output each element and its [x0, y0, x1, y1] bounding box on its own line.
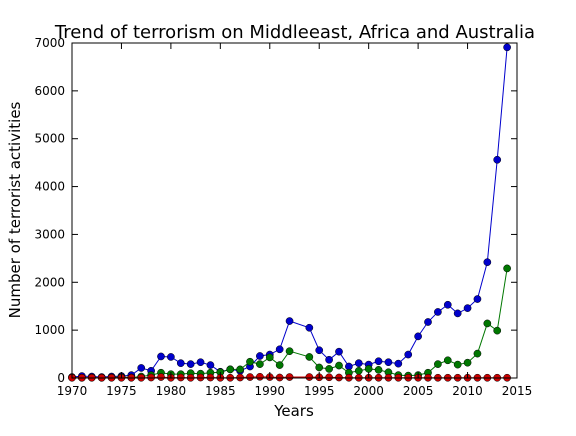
series-0-point	[167, 353, 175, 361]
series-0-point	[256, 352, 264, 360]
series-1-point	[434, 360, 442, 368]
series-1-point	[374, 366, 383, 374]
series-1-point	[305, 353, 314, 361]
series-0-point	[503, 43, 511, 52]
y-axis-label: Number of terrorist activities	[6, 101, 24, 318]
series-0-point	[434, 308, 442, 316]
series-1-point	[275, 361, 284, 369]
series-2-point	[256, 372, 264, 381]
y-tick-label: 0	[57, 371, 65, 385]
series-0-point	[157, 352, 165, 361]
series-2-point	[285, 373, 294, 381]
series-0-point	[424, 318, 432, 326]
series-1-point	[364, 365, 373, 373]
x-tick-label: 1975	[106, 384, 137, 398]
series-1-point	[335, 361, 343, 370]
x-tick-label: 2000	[353, 384, 384, 398]
series-1-point	[503, 264, 511, 273]
series-1-point	[453, 360, 462, 369]
series-1-point	[443, 356, 452, 365]
y-tick-label: 6000	[34, 84, 65, 98]
series-1-point	[315, 363, 324, 372]
series-2-point	[157, 373, 165, 381]
x-tick-label: 1995	[304, 384, 335, 398]
series-1-point	[236, 365, 244, 374]
series-0-point	[404, 350, 413, 359]
series-1-point	[325, 365, 333, 373]
series-1-point	[226, 365, 235, 374]
series-0-point	[394, 359, 403, 368]
series-0-point	[374, 357, 383, 366]
plot-frame	[71, 42, 518, 379]
x-tick-label: 1980	[156, 384, 187, 398]
series-0-point	[384, 358, 393, 367]
y-tick-label: 4000	[34, 180, 65, 194]
y-tick-label: 5000	[34, 132, 65, 146]
chart-title: Trend of terrorism on Middleeast, Africa…	[54, 22, 535, 43]
series-0-point	[176, 359, 185, 368]
series-0-point	[414, 332, 422, 341]
series-0-point	[443, 300, 452, 309]
series-0-point	[325, 355, 333, 364]
series-0-line	[71, 47, 508, 378]
series-0-point	[275, 345, 284, 354]
series-0-point	[137, 364, 146, 372]
x-tick-label: 1990	[255, 384, 286, 398]
series-0-point	[186, 360, 195, 368]
x-axis-label: Years	[273, 402, 314, 420]
series-1-point	[256, 360, 264, 368]
series-1-point	[246, 357, 254, 366]
series-1-point	[285, 347, 294, 356]
series-0-point	[473, 295, 482, 303]
series-1-point	[354, 366, 363, 375]
series-2-point	[305, 373, 314, 381]
series-0-point	[354, 359, 363, 368]
x-tick-label: 1985	[205, 384, 236, 398]
series-0-point	[493, 155, 502, 164]
series-1-point	[265, 353, 274, 362]
x-tick-label: 2015	[502, 384, 533, 398]
series-1-point	[473, 349, 482, 358]
series-1-point	[493, 326, 502, 335]
series-1-point	[483, 319, 492, 328]
series-2-point	[325, 373, 333, 382]
series-0-point	[206, 361, 215, 369]
y-tick-label: 2000	[34, 275, 65, 289]
x-tick-label: 2010	[452, 384, 483, 398]
series-0-point	[335, 347, 343, 356]
plot-area: 1970 1975 1980 1985 1990 1995 2000 2005 2010 2015…	[34, 36, 532, 398]
y-tick-label: 1000	[34, 323, 65, 337]
series-0-point	[196, 358, 205, 367]
series-0-point	[463, 304, 472, 312]
y-tick-label: 3000	[34, 227, 65, 241]
series-0-point	[305, 323, 314, 332]
series-2-point	[246, 373, 254, 381]
x-tick-label: 1970	[57, 384, 88, 398]
x-tick-label: 2005	[403, 384, 434, 398]
series-0-point	[483, 258, 492, 267]
series-0-point	[285, 317, 294, 325]
series-1-point	[463, 358, 472, 367]
y-tick-label: 7000	[34, 36, 65, 50]
series-0-point	[453, 309, 462, 318]
series-0-point	[315, 346, 324, 355]
